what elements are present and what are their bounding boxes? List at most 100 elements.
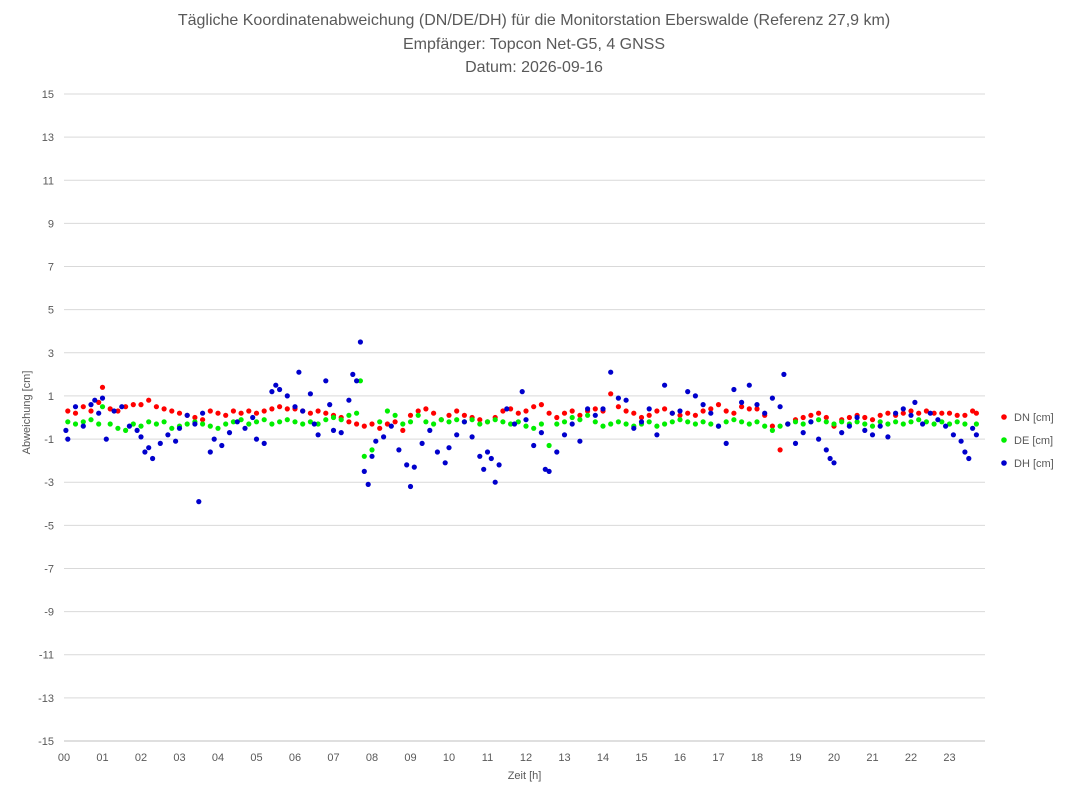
data-point-dh [269, 389, 275, 395]
x-tick-label: 00 [58, 752, 70, 764]
data-point-dh [411, 464, 417, 470]
x-tick-label: 04 [212, 752, 224, 764]
data-point-de [523, 423, 529, 429]
data-point-dn [877, 412, 883, 418]
x-tick-label: 01 [96, 752, 108, 764]
data-point-de [646, 419, 652, 425]
data-point-dh [404, 462, 410, 468]
y-axis-title: Abweichung [cm] [21, 371, 33, 455]
data-point-dn [900, 410, 906, 416]
data-point-dh [369, 453, 375, 459]
data-point-dn [777, 447, 783, 453]
data-point-dn [715, 402, 722, 408]
x-tick-label: 07 [327, 752, 339, 764]
data-point-dh [920, 421, 926, 427]
data-point-de [200, 421, 206, 427]
data-point-de [769, 427, 776, 433]
data-point-dh [165, 432, 171, 438]
data-point-dh [388, 423, 394, 429]
data-point-de [662, 421, 668, 427]
y-tick-label: -11 [39, 650, 54, 662]
data-point-de [330, 414, 337, 421]
data-point-de [454, 417, 460, 423]
data-point-dn [515, 410, 521, 416]
x-tick-label: 16 [674, 752, 686, 764]
data-point-de [669, 419, 675, 425]
data-point-dh [96, 410, 102, 416]
data-point-dh [511, 421, 518, 427]
data-point-dh [427, 427, 433, 433]
data-point-de [146, 419, 152, 425]
data-point-dh [207, 449, 213, 455]
data-point-dn [72, 410, 79, 416]
data-point-dh [242, 425, 248, 431]
chart-title: Tägliche Koordinatenabweichung (DN/DE/DH… [177, 12, 891, 29]
data-point-dn [392, 419, 398, 425]
data-point-dh [126, 423, 132, 429]
data-point-dn [261, 408, 267, 414]
data-point-dn [531, 404, 537, 410]
data-point-de [731, 417, 737, 423]
data-point-dh [608, 369, 614, 375]
data-point-de [692, 421, 699, 427]
data-point-dh [346, 397, 352, 403]
data-point-de [754, 419, 760, 425]
data-point-de [99, 404, 106, 410]
data-point-dh [80, 423, 86, 429]
x-tick-label: 22 [905, 752, 917, 764]
data-point-dh [211, 436, 217, 442]
data-point-de [577, 417, 583, 423]
data-point-de [623, 421, 629, 427]
data-point-dh [592, 412, 598, 418]
data-point-dn [377, 425, 383, 431]
data-point-dn [138, 402, 144, 408]
data-point-de [80, 419, 86, 425]
data-point-dh [338, 430, 344, 436]
data-point-dn [253, 410, 260, 416]
data-point-dh [477, 453, 483, 459]
data-point-de [508, 421, 514, 427]
data-point-de [123, 427, 129, 433]
data-point-dh [354, 378, 360, 384]
data-point-dh [692, 393, 699, 399]
data-point-dn [153, 404, 159, 410]
data-point-de [431, 421, 437, 427]
data-point-de [477, 421, 483, 427]
data-point-de [885, 421, 891, 427]
data-point-de [484, 419, 491, 425]
data-point-de [554, 421, 560, 427]
data-point-dh [396, 447, 402, 453]
data-point-dn [215, 410, 221, 416]
data-point-de [777, 423, 783, 429]
data-point-de [261, 417, 267, 423]
data-point-dn [731, 410, 737, 416]
data-point-dn [65, 408, 71, 414]
data-point-dh [219, 442, 225, 449]
data-point-dn [746, 406, 752, 412]
data-point-de [585, 412, 591, 418]
data-point-de [207, 423, 213, 429]
data-point-dh [900, 406, 906, 412]
data-point-dh [638, 419, 645, 425]
x-tick-label: 18 [751, 752, 763, 764]
data-point-dh [496, 462, 502, 468]
data-point-dn [931, 410, 937, 416]
data-point-dn [662, 406, 668, 412]
data-point-dn [685, 410, 691, 416]
chart-subtitle: Empfänger: Topcon Net-G5, 4 GNSS [402, 36, 666, 53]
data-point-dn [115, 408, 121, 414]
data-point-dn [361, 423, 367, 429]
data-point-dh [504, 406, 510, 412]
data-point-dh [173, 438, 179, 444]
data-point-dn [107, 406, 113, 412]
data-point-dh [708, 410, 714, 416]
x-tick-label: 02 [135, 752, 147, 764]
data-point-dn [354, 421, 360, 427]
data-point-dh [296, 369, 302, 375]
data-point-de [954, 419, 960, 425]
data-point-dh [134, 427, 140, 433]
data-point-dh [950, 432, 957, 438]
data-point-de [739, 419, 745, 425]
data-point-dn [823, 414, 829, 421]
